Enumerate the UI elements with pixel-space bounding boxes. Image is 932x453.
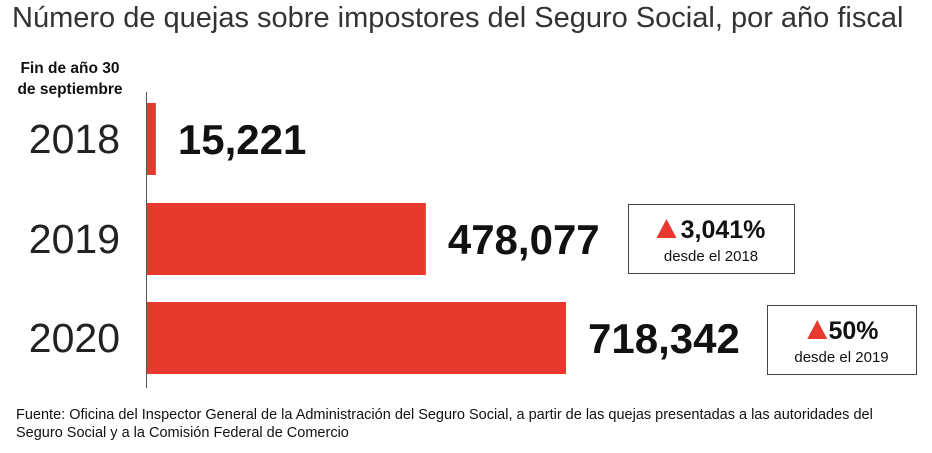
change-note: desde el 2019 [794,349,888,366]
year-label: 2020 [29,315,120,361]
value-label: 478,077 [448,216,600,263]
change-percent: 3,041% [681,216,766,244]
bar-chart: 2018 15,221 2019 478,077 3,041% desde el 2018… [29,92,917,388]
year-axis-header-line-1: Fin de año 30 [20,60,120,77]
year-label: 2018 [29,116,120,162]
change-percent: 50% [828,317,878,345]
up-triangle-icon [807,320,828,339]
change-box [628,204,795,274]
year-label: 2019 [29,216,120,262]
year-axis-header: Fin de año 30 de septiembre [4,58,136,100]
bar [147,103,156,175]
change-note: desde el 2018 [664,248,758,265]
value-label: 15,221 [178,116,306,163]
up-triangle-icon [656,219,677,238]
year-axis-header-line-2: de septiembre [17,81,123,98]
bar [147,203,426,275]
bar [147,302,566,374]
source-note: Fuente: Oficina del Inspector General de… [16,407,873,441]
change-box [767,305,917,375]
chart-title: Número de quejas sobre impostores del Se… [12,2,904,34]
value-label: 718,342 [588,315,740,362]
